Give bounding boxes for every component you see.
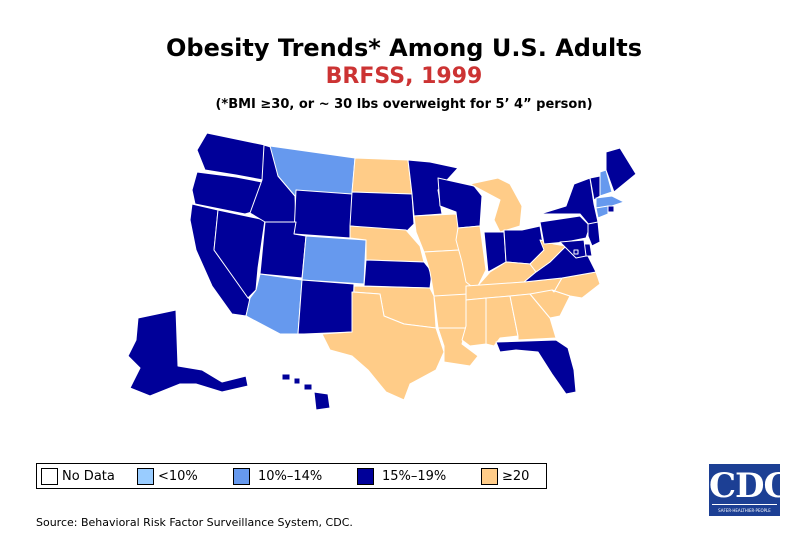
state-ak bbox=[127, 309, 249, 397]
state-fl bbox=[495, 339, 577, 395]
state-hi bbox=[281, 373, 331, 411]
state-ny bbox=[539, 177, 599, 227]
state-wv bbox=[529, 239, 567, 273]
cdc-logo: CDC SAFER·HEALTHIER·PEOPLE bbox=[709, 464, 791, 516]
legend-item-no-data: No Data bbox=[41, 467, 137, 485]
state-ks bbox=[363, 259, 433, 289]
state-wy bbox=[293, 189, 353, 239]
legend-label-ge20: ≥20 bbox=[502, 468, 530, 484]
map-subtitle: BRFSS, 1999 bbox=[325, 64, 483, 89]
cdc-logo-letters: CDC bbox=[709, 466, 791, 506]
legend-label-no-data: No Data bbox=[62, 468, 115, 484]
state-ar bbox=[433, 293, 469, 329]
state-nd bbox=[351, 157, 413, 195]
state-ri bbox=[607, 205, 615, 213]
legend-label-lt10: <10% bbox=[158, 468, 198, 484]
legend-item-15-19: 15%–19% bbox=[357, 467, 481, 485]
state-md bbox=[559, 239, 587, 259]
legend-item-lt10: <10% bbox=[137, 467, 233, 485]
state-or bbox=[191, 171, 263, 215]
state-nh bbox=[599, 169, 613, 197]
map-legend: No Data <10% 10%–14% 15%–19% ≥20 bbox=[36, 463, 547, 489]
legend-swatch-lt10 bbox=[137, 467, 154, 485]
cdc-logo-stripe bbox=[712, 504, 777, 505]
legend-swatch-15-19 bbox=[357, 467, 374, 485]
source-note: Source: Behavioral Risk Factor Surveilla… bbox=[36, 516, 353, 529]
state-sc bbox=[529, 289, 571, 319]
state-tx bbox=[321, 291, 445, 401]
legend-swatch-ge20 bbox=[481, 467, 498, 485]
state-mi bbox=[469, 177, 523, 233]
map-title: Obesity Trends* Among U.S. Adults bbox=[165, 34, 643, 62]
state-sd bbox=[349, 191, 415, 233]
bmi-footnote: (*BMI ≥30, or ~ 30 lbs overweight for 5’… bbox=[215, 97, 593, 112]
legend-swatch-no-data bbox=[41, 467, 58, 485]
state-ct bbox=[595, 205, 609, 219]
legend-swatch-10-14 bbox=[233, 467, 250, 485]
legend-item-10-14: 10%–14% bbox=[233, 467, 357, 485]
state-me bbox=[605, 147, 637, 193]
cdc-logo-tagline: SAFER·HEALTHIER·PEOPLE bbox=[718, 508, 771, 513]
state-pa bbox=[539, 215, 591, 245]
state-nm bbox=[297, 279, 355, 335]
state-dc bbox=[573, 249, 579, 255]
legend-item-ge20: ≥20 bbox=[481, 467, 541, 485]
state-ms bbox=[461, 297, 487, 347]
legend-label-15-19: 15%–19% bbox=[382, 468, 447, 484]
legend-label-10-14: 10%–14% bbox=[258, 468, 323, 484]
state-ma bbox=[595, 195, 625, 209]
state-co bbox=[301, 235, 367, 285]
state-nj bbox=[587, 221, 601, 247]
